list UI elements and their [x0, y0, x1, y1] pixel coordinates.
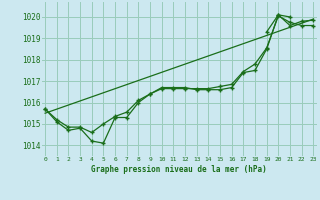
X-axis label: Graphe pression niveau de la mer (hPa): Graphe pression niveau de la mer (hPa): [91, 165, 267, 174]
